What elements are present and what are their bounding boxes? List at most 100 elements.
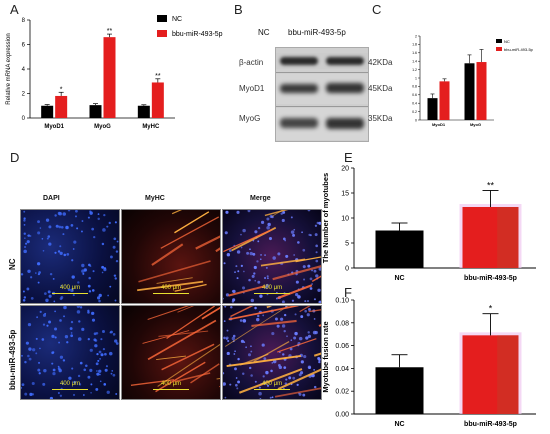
nucleus-dot	[23, 245, 27, 249]
a-significance: **	[107, 28, 113, 35]
nucleus-dot	[23, 224, 26, 226]
nucleus-dot	[302, 248, 306, 252]
nucleus-dot	[233, 353, 236, 355]
e-x-tick-label: NC	[394, 275, 404, 282]
nucleus-dot	[63, 315, 65, 318]
nucleus-dot	[223, 297, 224, 300]
nucleus-dot	[308, 233, 311, 236]
nucleus-dot	[266, 384, 270, 387]
western-blot: NC bbu-miR-493-5p	[236, 28, 368, 140]
nucleus-dot	[91, 318, 96, 322]
nucleus-dot	[98, 293, 102, 298]
nucleus-dot	[114, 221, 117, 224]
nucleus-dot	[103, 383, 107, 386]
nucleus-dot	[54, 214, 57, 217]
nucleus-dot	[276, 324, 280, 328]
nucleus-dot	[317, 288, 321, 292]
nucleus-dot	[315, 251, 318, 254]
micrograph-bbu-mir-493-5p-dapi: 400 μm	[20, 305, 120, 400]
nucleus-dot	[242, 286, 246, 290]
nucleus-dot	[47, 290, 51, 294]
micrograph-texture	[223, 306, 321, 399]
nucleus-dot	[43, 368, 47, 373]
nucleus-dot	[102, 347, 106, 351]
nucleus-dot	[35, 352, 38, 355]
nucleus-dot	[301, 231, 303, 234]
nucleus-dot	[306, 299, 310, 303]
nucleus-dot	[22, 290, 25, 293]
nucleus-dot	[59, 251, 63, 256]
a-y-tick-label: 6	[22, 43, 26, 49]
a-y-tick-label: 2	[22, 92, 26, 98]
nucleus-dot	[225, 336, 229, 340]
nucleus-dot	[249, 248, 251, 251]
nucleus-dot	[21, 273, 24, 276]
nucleus-dot	[293, 336, 297, 340]
c-y-tick-label: 1.8	[412, 43, 417, 47]
myotube-fiber	[137, 280, 204, 292]
panel-label-d: D	[10, 150, 20, 165]
nucleus-dot	[99, 357, 101, 360]
nucleus-dot	[230, 306, 233, 309]
e-y-tick-label: 10	[341, 216, 349, 223]
nucleus-dot	[270, 369, 273, 373]
nucleus-dot	[58, 225, 62, 229]
a-legend-label: NC	[172, 16, 182, 23]
nucleus-dot	[252, 252, 256, 256]
nucleus-dot	[250, 345, 252, 348]
nucleus-dot	[242, 319, 247, 323]
nucleus-dot	[47, 235, 51, 238]
nucleus-dot	[240, 264, 243, 268]
nucleus-dot	[60, 225, 64, 229]
nucleus-dot	[285, 254, 289, 258]
scale-bar-label: 400 μm	[161, 285, 182, 291]
nucleus-dot	[105, 365, 108, 368]
micro-col-myhc: MyHC	[145, 195, 165, 202]
nucleus-dot	[67, 210, 71, 212]
nucleus-dot	[309, 277, 313, 281]
nucleus-dot	[265, 266, 268, 269]
nucleus-dot	[223, 336, 226, 340]
nucleus-dot	[296, 383, 299, 386]
nucleus-dot	[76, 310, 81, 314]
nucleus-dot	[223, 372, 225, 375]
nucleus-dot	[298, 336, 303, 341]
nucleus-dot	[28, 347, 32, 351]
nucleus-dot	[254, 306, 257, 310]
nucleus-dot	[229, 383, 232, 386]
c-legend-label: bbu-miR-493-5p	[504, 47, 534, 52]
nucleus-dot	[89, 368, 93, 372]
nucleus-dot	[115, 342, 119, 345]
nucleus-dot	[46, 324, 49, 327]
micro-col-merge: Merge	[250, 195, 271, 202]
nucleus-dot	[109, 331, 112, 334]
blot-row-actin: β-actin	[239, 58, 264, 67]
nucleus-dot	[272, 256, 276, 260]
nucleus-dot	[70, 320, 74, 324]
panel-label-f: F	[344, 285, 352, 300]
nucleus-dot	[307, 334, 312, 338]
nucleus-dot	[52, 277, 55, 280]
micro-col-dapi: DAPI	[43, 195, 60, 202]
nucleus-dot	[24, 237, 26, 239]
c-y-tick-label: 0.4	[412, 102, 417, 106]
nucleus-dot	[87, 309, 90, 312]
nucleus-dot	[260, 253, 262, 256]
nucleus-dot	[37, 231, 41, 235]
nucleus-dot	[39, 227, 42, 229]
nucleus-dot	[302, 265, 306, 269]
a-y-tick-label: 0	[22, 116, 26, 122]
nucleus-dot	[235, 377, 238, 379]
nucleus-dot	[88, 276, 91, 280]
a-y-tick-label: 8	[22, 18, 26, 24]
chart-a: 0 2 4 6 8 Relative mRNA expression * MyoD1 ** Myo…	[6, 15, 223, 130]
nucleus-dot	[307, 331, 310, 334]
nucleus-dot	[227, 339, 230, 343]
nucleus-dot	[45, 218, 50, 222]
nucleus-dot	[247, 353, 252, 357]
nucleus-dot	[68, 376, 72, 380]
nucleus-dot	[106, 390, 110, 394]
nucleus-dot	[57, 367, 61, 371]
nucleus-dot	[22, 299, 26, 302]
nucleus-dot	[107, 294, 110, 297]
